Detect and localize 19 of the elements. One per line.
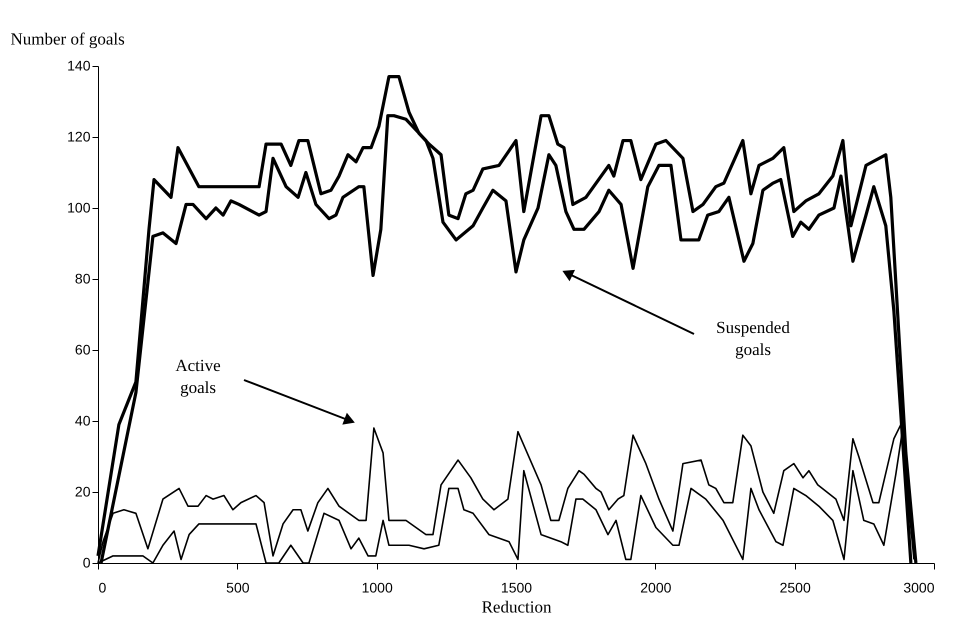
y-tick-label: 140 [67, 58, 91, 74]
y-tick-label: 100 [67, 200, 91, 216]
y-tick-label: 80 [74, 270, 91, 286]
x-tick-label: 3000 [903, 580, 935, 596]
x-tick-label: 1500 [500, 580, 532, 596]
x-tick-label: 2500 [780, 580, 811, 596]
x-tick-label: 1000 [362, 580, 393, 596]
y-tick-label: 120 [67, 128, 91, 144]
y-tick-label: 0 [82, 554, 91, 570]
x-tick-label: 2000 [640, 580, 672, 596]
y-tick-label: 60 [74, 342, 91, 358]
y-tick-label: 20 [74, 484, 91, 500]
x-axis-title: Reduction [482, 598, 552, 616]
x-tick-label: 500 [226, 580, 250, 596]
x-tick-label: 0 [98, 580, 106, 596]
y-tick-label: 40 [74, 412, 91, 428]
y-axis-title: Number of goals [10, 30, 125, 48]
annotation: Active goals [175, 356, 221, 397]
annotation: Suspended goals [716, 318, 790, 359]
